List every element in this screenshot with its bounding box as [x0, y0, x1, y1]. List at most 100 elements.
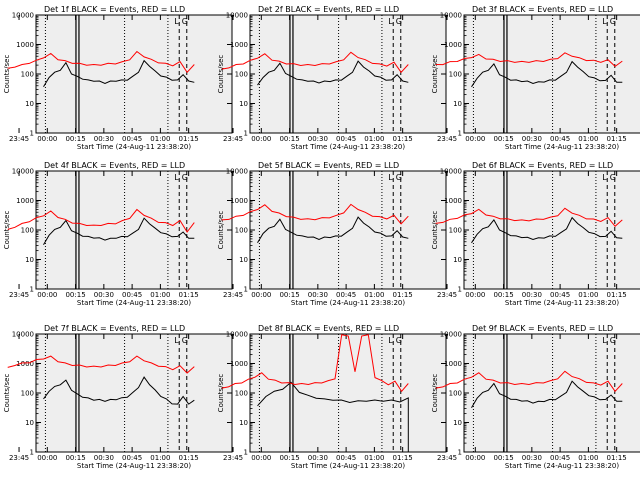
y-tick-label: 1 — [30, 130, 34, 138]
x-tick-label: 01:00 — [578, 135, 598, 143]
x-tick-label: 01:15 — [607, 454, 627, 462]
y-tick-label: 10 — [25, 256, 34, 264]
series-events-line — [471, 216, 623, 244]
y-axis-label: Counts/sec — [431, 211, 439, 250]
x-axis-label: Start Time (24-Aug-11 23:38:20) — [77, 462, 191, 470]
plot-frame — [249, 333, 447, 453]
y-tick-label: 1 — [244, 449, 248, 457]
y-tick-label: 100 — [449, 71, 462, 79]
y-tick-label: 10000 — [12, 331, 34, 339]
marker-letter: G — [396, 17, 402, 26]
x-tick-label: 00:15 — [65, 135, 85, 143]
y-tick-label: 10000 — [440, 331, 462, 339]
x-tick-label: 23:45 — [9, 135, 29, 143]
series-events-line — [257, 60, 409, 86]
y-axis-label: Counts/sec — [3, 211, 11, 250]
x-tick-label: 01:15 — [607, 135, 627, 143]
x-tick-label: 00:00 — [465, 135, 485, 143]
panel-det-3f: Det 3f BLACK = Events, RED = LLD Counts/s… — [431, 5, 640, 151]
y-tick-label: 1000 — [16, 360, 34, 368]
y-tick-label: 100 — [235, 227, 248, 235]
x-axis-label: Start Time (24-Aug-11 23:38:20) — [505, 299, 619, 307]
marker-letter: G — [182, 173, 188, 182]
plot-title: Det 3f BLACK = Events, RED = LLD — [472, 5, 613, 14]
y-tick-label: 10000 — [12, 12, 34, 20]
x-tick-label: 01:00 — [364, 135, 384, 143]
plot-title: Det 4f BLACK = Events, RED = LLD — [44, 161, 185, 170]
plot-frame — [249, 170, 447, 290]
x-tick-label: 01:15 — [393, 135, 413, 143]
y-tick-label: 10000 — [12, 168, 34, 176]
panel-det-7f: Det 7f BLACK = Events, RED = LLD Counts/s… — [3, 324, 233, 470]
series-lld-line — [435, 370, 623, 393]
x-tick-label: 01:15 — [179, 291, 199, 299]
x-tick-label: 23:45 — [9, 454, 29, 462]
marker-letter: L — [602, 336, 607, 345]
x-axis-label: Start Time (24-Aug-11 23:38:20) — [291, 143, 405, 151]
y-tick-label: 1000 — [444, 197, 462, 205]
marker-letter: G — [610, 173, 616, 182]
y-tick-label: 100 — [235, 71, 248, 79]
marker-letter: L — [388, 336, 393, 345]
x-tick-label: 23:45 — [9, 291, 29, 299]
series-events-line — [43, 376, 195, 405]
marker-letter: L — [602, 173, 607, 182]
plot-title: Det 9f BLACK = Events, RED = LLD — [472, 324, 613, 333]
series-lld-line — [7, 355, 195, 374]
x-tick-label: 01:00 — [364, 454, 384, 462]
series-lld-line — [221, 203, 409, 225]
x-tick-label: 00:00 — [465, 291, 485, 299]
x-tick-label: 23:45 — [437, 454, 457, 462]
marker-letter: L — [602, 17, 607, 26]
series-lld-line — [435, 52, 623, 68]
x-tick-label: 00:15 — [279, 291, 299, 299]
y-tick-label: 10 — [453, 100, 462, 108]
series-events-line — [471, 380, 623, 409]
y-tick-label: 10 — [239, 419, 248, 427]
plot-frame — [249, 14, 447, 134]
y-axis-label: Counts/sec — [431, 374, 439, 413]
y-tick-label: 1 — [458, 449, 462, 457]
x-tick-label: 00:45 — [122, 135, 142, 143]
marker-letter: G — [396, 336, 402, 345]
plot-frame — [35, 170, 233, 290]
y-tick-label: 10000 — [226, 168, 248, 176]
x-tick-label: 00:15 — [65, 291, 85, 299]
panel-det-2f: Det 2f BLACK = Events, RED = LLD Counts/s… — [217, 5, 447, 151]
x-axis-label: Start Time (24-Aug-11 23:38:20) — [77, 299, 191, 307]
y-tick-label: 100 — [449, 227, 462, 235]
x-tick-label: 00:15 — [279, 454, 299, 462]
x-axis-label: Start Time (24-Aug-11 23:38:20) — [505, 143, 619, 151]
y-tick-label: 1 — [244, 130, 248, 138]
marker-letter: G — [610, 336, 616, 345]
x-tick-label: 00:45 — [336, 291, 356, 299]
x-tick-label: 01:00 — [150, 135, 170, 143]
x-tick-label: 00:30 — [522, 135, 542, 143]
plot-title: Det 2f BLACK = Events, RED = LLD — [258, 5, 399, 14]
panel-det-6f: Det 6f BLACK = Events, RED = LLD Counts/s… — [431, 161, 640, 307]
y-tick-label: 10 — [453, 419, 462, 427]
series-events-line — [471, 60, 623, 88]
x-tick-label: 01:00 — [578, 291, 598, 299]
x-tick-label: 00:45 — [122, 454, 142, 462]
y-tick-label: 1000 — [16, 197, 34, 205]
x-tick-label: 00:15 — [493, 291, 513, 299]
x-tick-label: 00:30 — [308, 291, 328, 299]
y-tick-label: 100 — [235, 390, 248, 398]
series-events-line — [43, 59, 195, 88]
x-tick-label: 23:45 — [223, 291, 243, 299]
x-tick-label: 00:00 — [37, 291, 57, 299]
panel-det-5f: Det 5f BLACK = Events, RED = LLD Counts/s… — [217, 161, 447, 307]
series-events-line — [43, 217, 195, 246]
y-tick-label: 10 — [453, 256, 462, 264]
y-axis-label: Counts/sec — [217, 211, 225, 250]
x-tick-label: 23:45 — [223, 454, 243, 462]
x-tick-label: 00:45 — [550, 454, 570, 462]
x-tick-label: 00:30 — [522, 454, 542, 462]
x-axis-label: Start Time (24-Aug-11 23:38:20) — [291, 299, 405, 307]
marker-letter: G — [610, 17, 616, 26]
marker-letter: L — [174, 17, 179, 26]
y-tick-label: 10000 — [226, 12, 248, 20]
x-tick-label: 00:45 — [336, 454, 356, 462]
x-tick-label: 01:15 — [393, 454, 413, 462]
